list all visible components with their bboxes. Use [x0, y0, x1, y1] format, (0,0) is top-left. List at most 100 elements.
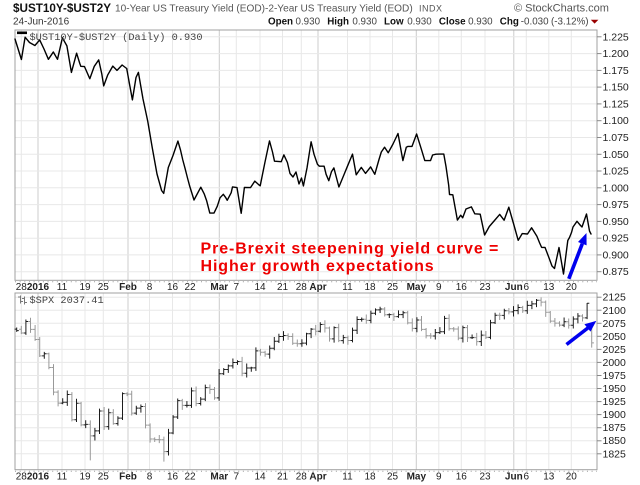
svg-text:25: 25: [98, 472, 110, 483]
svg-text:22: 22: [184, 472, 196, 483]
svg-text:Apr: Apr: [309, 472, 326, 483]
svg-text:High: High: [327, 17, 349, 28]
svg-text:Jun: Jun: [505, 282, 523, 293]
svg-text:Mar: Mar: [210, 282, 228, 293]
svg-text:Feb: Feb: [119, 472, 137, 483]
svg-text:Open: Open: [268, 17, 293, 28]
svg-text:8: 8: [147, 282, 153, 293]
svg-text:1.100: 1.100: [603, 115, 629, 127]
svg-text:13: 13: [543, 282, 555, 293]
svg-text:1.125: 1.125: [603, 98, 629, 110]
svg-text:18: 18: [364, 472, 376, 483]
svg-text:-0.030: -0.030: [521, 17, 549, 28]
svg-text:Pre-Brexit steepening yield cu: Pre-Brexit steepening yield curve =: [201, 241, 500, 258]
svg-text:1.050: 1.050: [603, 149, 629, 161]
svg-text:0.930: 0.930: [407, 17, 432, 28]
svg-text:Low: Low: [384, 17, 404, 28]
svg-text:Apr: Apr: [309, 282, 326, 293]
svg-text:0.975: 0.975: [603, 199, 629, 211]
svg-text:19: 19: [79, 282, 91, 293]
svg-text:10-Year US Treasury Yield (EOD: 10-Year US Treasury Yield (EOD)-2-Year U…: [115, 4, 413, 15]
svg-text:0.930: 0.930: [296, 17, 321, 28]
svg-text:11: 11: [342, 472, 353, 483]
svg-text:0.900: 0.900: [603, 249, 629, 261]
svg-text:25: 25: [387, 282, 399, 293]
svg-text:14: 14: [254, 472, 266, 483]
svg-text:2050: 2050: [603, 331, 627, 343]
svg-text:28: 28: [296, 472, 308, 483]
svg-text:Higher growth expectations: Higher growth expectations: [201, 258, 435, 275]
svg-text:28: 28: [296, 282, 308, 293]
svg-text:1875: 1875: [603, 422, 627, 434]
svg-text:19: 19: [79, 472, 91, 483]
svg-text:(-3.12%): (-3.12%): [551, 17, 589, 28]
svg-text:1900: 1900: [603, 409, 627, 421]
svg-text:2075: 2075: [603, 318, 627, 330]
svg-text:8: 8: [147, 472, 153, 483]
svg-text:0.875: 0.875: [603, 266, 629, 278]
svg-text:0.930: 0.930: [352, 17, 377, 28]
svg-text:0.950: 0.950: [603, 216, 629, 228]
svg-text:23: 23: [479, 282, 491, 293]
svg-text:1.075: 1.075: [603, 132, 629, 144]
svg-text:2100: 2100: [603, 305, 627, 317]
svg-text:© StockCharts.com: © StockCharts.com: [514, 3, 609, 15]
svg-text:$UST10Y-$UST2Y: $UST10Y-$UST2Y: [13, 2, 111, 15]
svg-text:$SPX 2037.41: $SPX 2037.41: [30, 295, 104, 307]
svg-text:20: 20: [566, 282, 578, 293]
svg-text:9: 9: [436, 472, 442, 483]
svg-text:16: 16: [456, 472, 468, 483]
svg-text:11: 11: [342, 282, 353, 293]
svg-text:1.225: 1.225: [603, 31, 629, 43]
svg-text:7: 7: [234, 472, 240, 483]
svg-text:1.150: 1.150: [603, 82, 629, 94]
svg-text:21: 21: [277, 282, 289, 293]
svg-text:11: 11: [57, 472, 68, 483]
svg-text:25: 25: [387, 472, 399, 483]
svg-text:0.925: 0.925: [603, 233, 629, 245]
svg-text:11: 11: [57, 282, 68, 293]
svg-text:May: May: [407, 282, 427, 293]
svg-text:28: 28: [16, 472, 28, 483]
svg-text:6: 6: [524, 472, 530, 483]
svg-text:28: 28: [16, 282, 28, 293]
svg-text:Feb: Feb: [119, 282, 137, 293]
svg-text:$UST10Y-$UST2Y (Daily) 0.930: $UST10Y-$UST2Y (Daily) 0.930: [30, 32, 203, 44]
svg-text:7: 7: [234, 282, 240, 293]
svg-text:May: May: [407, 472, 427, 483]
svg-text:16: 16: [456, 282, 468, 293]
svg-text:1950: 1950: [603, 383, 627, 395]
svg-text:Chg: Chg: [500, 17, 519, 28]
svg-text:1825: 1825: [603, 448, 627, 460]
svg-text:2125: 2125: [603, 292, 627, 304]
svg-text:Close: Close: [439, 17, 466, 28]
svg-text:2016: 2016: [27, 472, 50, 483]
svg-text:1.025: 1.025: [603, 166, 629, 178]
svg-text:16: 16: [167, 282, 179, 293]
svg-text:24-Jun-2016: 24-Jun-2016: [13, 17, 70, 28]
svg-text:16: 16: [167, 472, 179, 483]
svg-text:22: 22: [184, 282, 196, 293]
svg-text:1975: 1975: [603, 370, 627, 382]
svg-text:0.930: 0.930: [468, 17, 493, 28]
svg-text:2016: 2016: [27, 282, 50, 293]
svg-text:25: 25: [98, 282, 110, 293]
svg-text:2025: 2025: [603, 344, 627, 356]
svg-text:14: 14: [254, 282, 266, 293]
svg-text:13: 13: [543, 472, 555, 483]
svg-text:1925: 1925: [603, 396, 627, 408]
svg-text:1.175: 1.175: [603, 65, 629, 77]
svg-text:6: 6: [524, 282, 530, 293]
svg-text:INDX: INDX: [419, 4, 443, 14]
svg-text:1850: 1850: [603, 435, 627, 447]
svg-text:23: 23: [479, 472, 491, 483]
svg-text:1.200: 1.200: [603, 48, 629, 60]
svg-text:Mar: Mar: [210, 472, 228, 483]
svg-text:20: 20: [566, 472, 578, 483]
svg-text:1.000: 1.000: [603, 182, 629, 194]
svg-text:2000: 2000: [603, 357, 627, 369]
svg-text:9: 9: [436, 282, 442, 293]
svg-text:21: 21: [277, 472, 289, 483]
svg-text:18: 18: [364, 282, 376, 293]
svg-text:Jun: Jun: [505, 472, 523, 483]
